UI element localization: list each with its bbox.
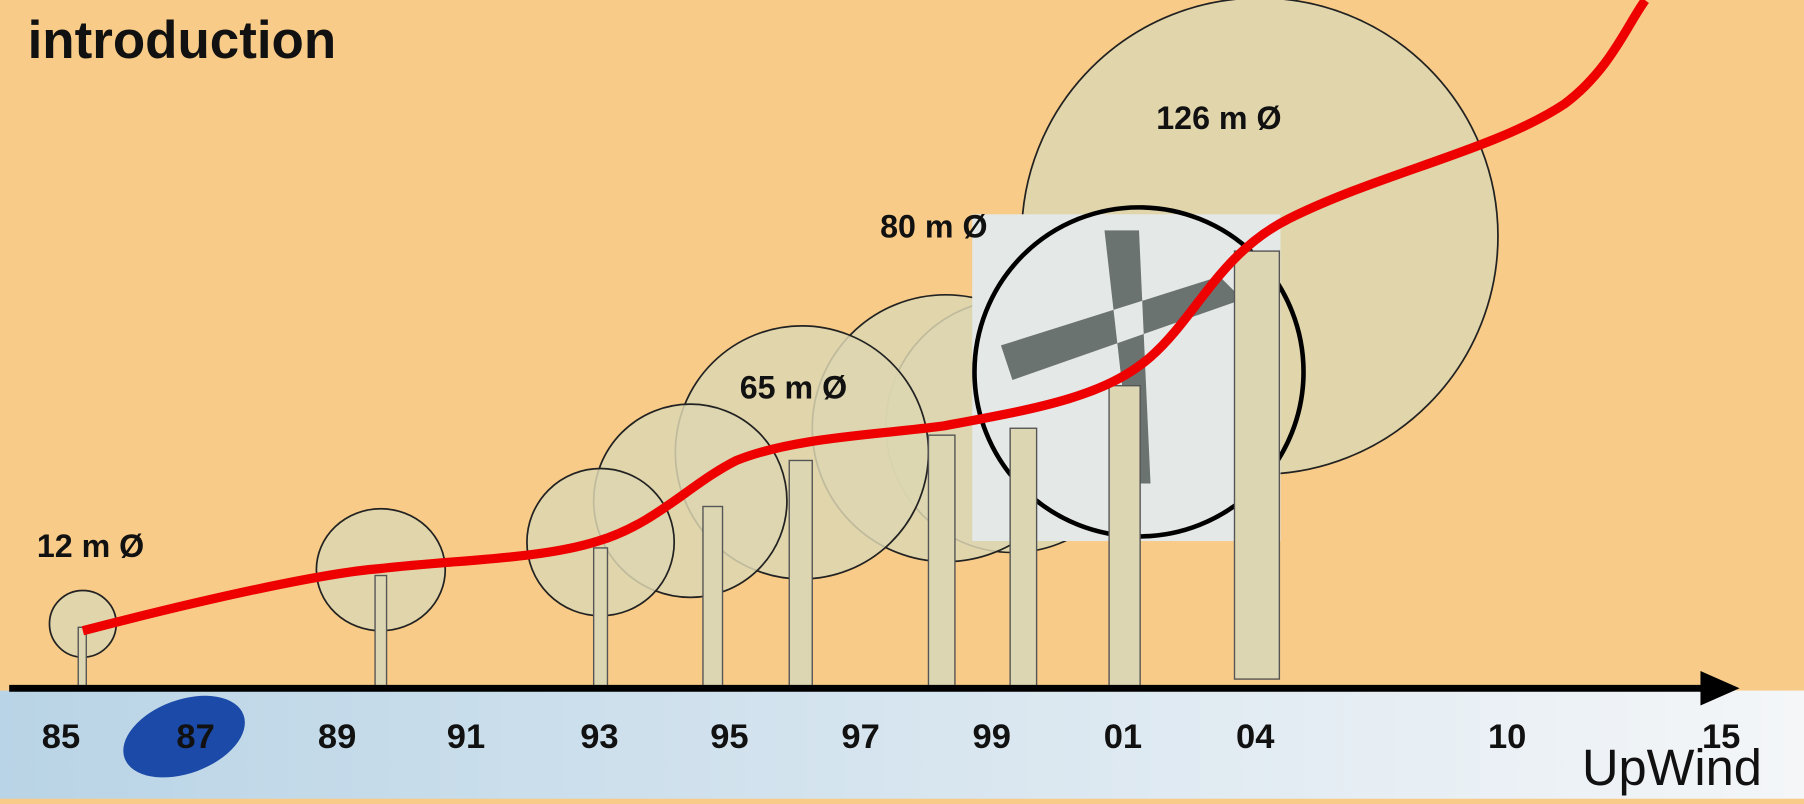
brand-logo: UpWind <box>1582 739 1762 796</box>
diameter-label: 65 m Ø <box>740 369 847 405</box>
year-label: 89 <box>318 718 356 756</box>
year-label: 10 <box>1488 718 1526 756</box>
year-label: 04 <box>1236 718 1274 756</box>
diameter-label: 126 m Ø <box>1156 100 1281 136</box>
axis-arrow <box>1700 671 1740 706</box>
diameter-label: 12 m Ø <box>37 528 144 564</box>
year-label: 97 <box>841 718 879 756</box>
airplane-shape <box>1000 230 1243 484</box>
year-label: 87 <box>176 718 214 756</box>
towers <box>77 250 1281 689</box>
year-label: 93 <box>580 718 618 756</box>
fp-logo <box>123 695 245 778</box>
bottom-band <box>0 690 1804 799</box>
year-labels: 85 87 89 91 93 95 97 99 01 04 10 15 <box>42 718 1741 756</box>
diameter-label: 80 m Ø <box>880 208 987 244</box>
title: introduction <box>28 11 337 70</box>
year-label: 99 <box>973 718 1011 756</box>
year-label: 95 <box>710 718 748 756</box>
year-label: 85 <box>42 718 80 756</box>
year-label: 15 <box>1702 718 1740 756</box>
year-label: 01 <box>1104 718 1142 756</box>
growth-curve <box>81 0 1649 636</box>
year-label: 91 <box>447 718 485 756</box>
